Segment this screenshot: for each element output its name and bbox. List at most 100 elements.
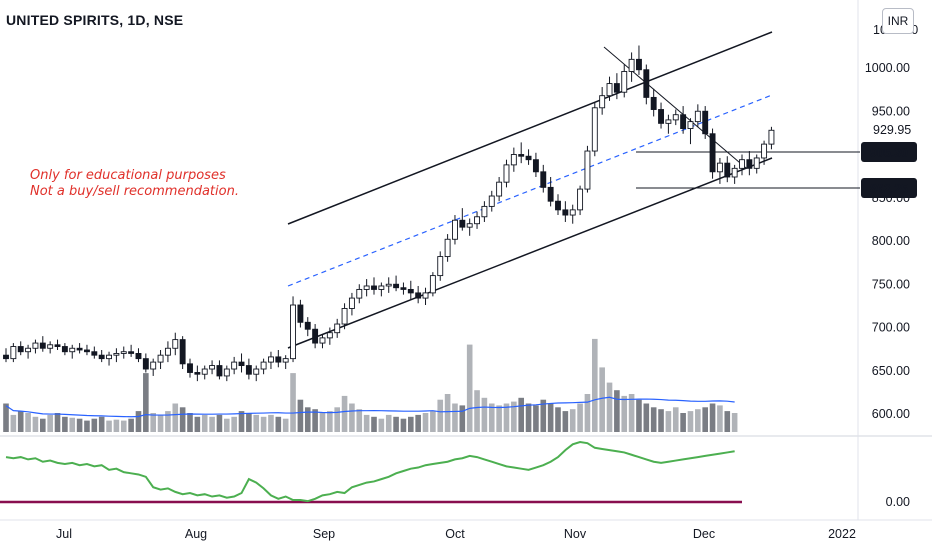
candle-body bbox=[142, 358, 149, 370]
descending-trendline bbox=[603, 46, 747, 169]
candle-body bbox=[157, 354, 164, 363]
volume-bar bbox=[54, 413, 61, 432]
disclaimer-line-1: Only for educational purposes bbox=[30, 168, 226, 183]
volume-bar bbox=[356, 409, 363, 432]
last-price-label: 929.95 bbox=[873, 123, 911, 137]
volume-bar bbox=[650, 407, 657, 432]
volume-bar bbox=[621, 395, 628, 432]
candle-body bbox=[422, 292, 429, 299]
candle-body bbox=[459, 219, 466, 228]
volume-bar bbox=[466, 344, 473, 432]
volume-bar bbox=[25, 413, 31, 432]
volume-bar bbox=[297, 399, 304, 432]
volume-bar bbox=[32, 416, 39, 432]
time-axis-label: Jul bbox=[56, 527, 72, 541]
candle-body bbox=[452, 219, 458, 240]
candle-body bbox=[260, 361, 267, 370]
candle-body bbox=[238, 361, 245, 367]
candle-body bbox=[113, 353, 120, 356]
candle-body bbox=[25, 347, 32, 353]
volume-bar bbox=[665, 411, 672, 432]
volume-bar bbox=[533, 405, 539, 432]
volume-bar bbox=[143, 373, 149, 432]
volume-bar bbox=[275, 416, 282, 432]
volume-bar bbox=[363, 414, 370, 432]
volume-bar bbox=[113, 419, 120, 432]
candle-body bbox=[106, 354, 112, 360]
channel-lower-line bbox=[287, 157, 773, 349]
volume-bar bbox=[378, 418, 385, 432]
candle-body bbox=[275, 356, 282, 363]
channel-midline bbox=[287, 94, 773, 287]
volume-bar bbox=[282, 418, 289, 432]
volume-bar bbox=[695, 409, 701, 432]
candle-body bbox=[658, 109, 664, 124]
candle-body bbox=[76, 347, 83, 351]
volume-bar bbox=[304, 407, 311, 432]
candle-body bbox=[326, 332, 333, 339]
candle-body bbox=[334, 323, 341, 334]
candle-body bbox=[400, 287, 407, 290]
volume-bar bbox=[62, 416, 68, 432]
candle-body bbox=[628, 58, 635, 72]
candle-body bbox=[91, 351, 98, 356]
candle-body bbox=[694, 110, 701, 123]
volume-bar bbox=[496, 405, 502, 432]
candle-body bbox=[650, 96, 657, 110]
volume-bar bbox=[577, 403, 583, 432]
time-axis-label: Oct bbox=[445, 527, 465, 541]
price-axis-tick: 1000.00 bbox=[865, 61, 910, 75]
price-axis-tick: 650.00 bbox=[872, 364, 910, 378]
candle-body bbox=[761, 143, 768, 159]
volume-bar bbox=[319, 413, 326, 432]
volume-bar bbox=[187, 413, 193, 432]
candle-body bbox=[415, 292, 422, 299]
candle-body bbox=[540, 171, 547, 188]
candle-body bbox=[245, 365, 252, 375]
volume-bar bbox=[452, 403, 458, 432]
candle-body bbox=[268, 356, 274, 363]
candle-body bbox=[120, 351, 127, 354]
candle-body bbox=[378, 285, 385, 290]
candle-body bbox=[466, 223, 473, 228]
candle-body bbox=[84, 349, 90, 353]
volume-bar bbox=[518, 397, 524, 432]
candle-body bbox=[385, 283, 392, 287]
time-axis-label: Dec bbox=[693, 527, 715, 541]
volume-bar bbox=[69, 417, 76, 432]
candle-body bbox=[69, 347, 76, 353]
volume-bar bbox=[3, 403, 9, 432]
volume-bar bbox=[525, 403, 532, 432]
candle-body bbox=[231, 361, 238, 370]
candle-body bbox=[746, 159, 753, 169]
candle-body bbox=[135, 353, 142, 360]
volume-bar bbox=[614, 390, 620, 432]
volume-bar bbox=[179, 407, 186, 432]
volume-bar bbox=[349, 403, 355, 432]
volume-bar bbox=[584, 394, 591, 432]
candle-body bbox=[709, 133, 716, 173]
volume-bar bbox=[474, 390, 480, 432]
candle-body bbox=[216, 365, 223, 377]
volume-bar bbox=[687, 411, 694, 432]
candle-body bbox=[282, 358, 289, 363]
volume-bar bbox=[91, 418, 98, 432]
candle-body bbox=[393, 283, 400, 289]
volume-bar bbox=[672, 407, 679, 432]
volume-bar bbox=[246, 413, 252, 432]
candle-body bbox=[481, 205, 488, 218]
volume-bar bbox=[253, 414, 260, 432]
volume-bar bbox=[40, 418, 46, 432]
volume-bar bbox=[511, 401, 517, 432]
candle-body bbox=[702, 110, 709, 135]
volume-bar bbox=[209, 416, 215, 432]
volume-bar bbox=[628, 394, 635, 432]
volume-bar bbox=[437, 399, 444, 432]
candle-body bbox=[172, 339, 179, 349]
candle-body bbox=[555, 200, 561, 211]
currency-button[interactable]: INR bbox=[882, 8, 914, 34]
candle-body bbox=[98, 354, 105, 360]
volume-bar bbox=[312, 409, 318, 432]
volume-bar bbox=[385, 414, 392, 432]
